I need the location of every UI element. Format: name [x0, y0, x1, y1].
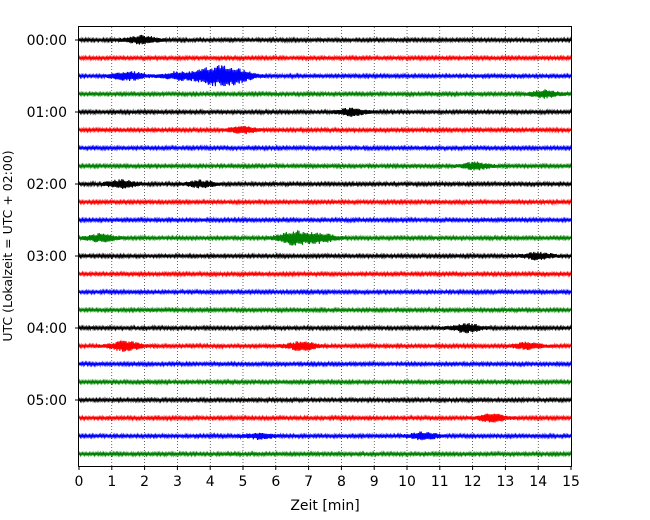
seismic-trace	[78, 34, 572, 45]
seismic-trace	[78, 431, 572, 441]
seismic-trace	[78, 125, 572, 135]
y-axis: 00:00 01:00 02:00 03:00 04:00 05:00	[27, 33, 79, 409]
y-tick-label: 00:00	[27, 33, 67, 49]
seismic-trace	[78, 89, 572, 99]
seismic-trace	[78, 216, 572, 224]
x-tick-label: 10	[398, 474, 416, 490]
x-tick-label: 1	[107, 474, 116, 490]
y-tick-label: 04:00	[27, 321, 67, 337]
x-tick-label: 12	[464, 474, 482, 490]
seismic-trace	[78, 450, 572, 458]
seismic-trace	[78, 340, 572, 352]
seismic-trace	[78, 270, 572, 278]
plot-frame	[78, 26, 572, 467]
seismic-trace	[78, 323, 572, 334]
seismic-trace	[78, 306, 572, 314]
seismic-trace	[78, 230, 572, 246]
seismic-traces	[78, 34, 572, 458]
y-tick-label: 03:00	[27, 249, 67, 265]
y-tick-label: 01:00	[27, 105, 67, 121]
x-tick-label: 11	[431, 474, 449, 490]
seismic-trace	[78, 107, 572, 117]
seismic-trace	[78, 161, 572, 171]
seismic-trace	[78, 413, 572, 423]
seismic-trace	[78, 396, 572, 404]
x-tick-label: 13	[496, 474, 514, 490]
x-axis: 0 1 2 3 4 5 6 7 8 9 10 11 12 13 14 15	[75, 466, 580, 490]
x-tick-label: 8	[337, 474, 346, 490]
x-tick-label: 15	[562, 474, 580, 490]
grid-lines	[111, 27, 539, 466]
x-tick-label: 4	[206, 474, 215, 490]
x-tick-label: 6	[271, 474, 280, 490]
x-tick-label: 9	[370, 474, 379, 490]
x-tick-label: 7	[304, 474, 313, 490]
seismic-trace	[78, 251, 572, 261]
seismic-trace	[78, 65, 572, 87]
seismic-trace	[78, 288, 572, 296]
x-tick-label: 3	[173, 474, 182, 490]
x-tick-label: 2	[140, 474, 149, 490]
seismic-trace	[78, 378, 572, 386]
y-tick-label: 05:00	[27, 393, 67, 409]
y-axis-title: UTC (Lokalzeit = UTC + 02:00)	[0, 150, 15, 341]
seismic-trace	[78, 360, 572, 368]
x-axis-title: Zeit [min]	[290, 498, 359, 514]
y-tick-label: 02:00	[27, 177, 67, 193]
seismic-trace	[78, 144, 572, 152]
seismic-trace	[78, 54, 572, 62]
x-tick-label: 0	[75, 474, 84, 490]
seismic-trace	[78, 179, 572, 189]
seismic-trace	[78, 198, 572, 206]
x-tick-label: 5	[239, 474, 248, 490]
x-tick-label: 14	[529, 474, 547, 490]
